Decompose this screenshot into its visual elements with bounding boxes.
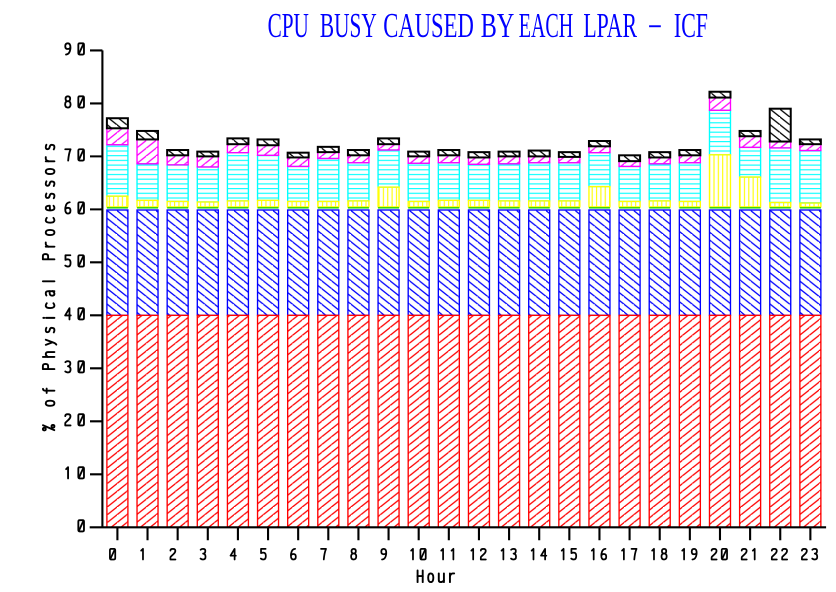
svg-text:LPAR: LPAR <box>583 7 637 45</box>
svg-text:EACH: EACH <box>519 7 574 45</box>
svg-text:BUSY: BUSY <box>320 7 377 45</box>
svg-text:CPU: CPU <box>268 7 309 45</box>
svg-text:ICF: ICF <box>674 7 708 45</box>
svg-text:CAUSED: CAUSED <box>383 7 474 45</box>
svg-text:BY: BY <box>481 7 515 45</box>
